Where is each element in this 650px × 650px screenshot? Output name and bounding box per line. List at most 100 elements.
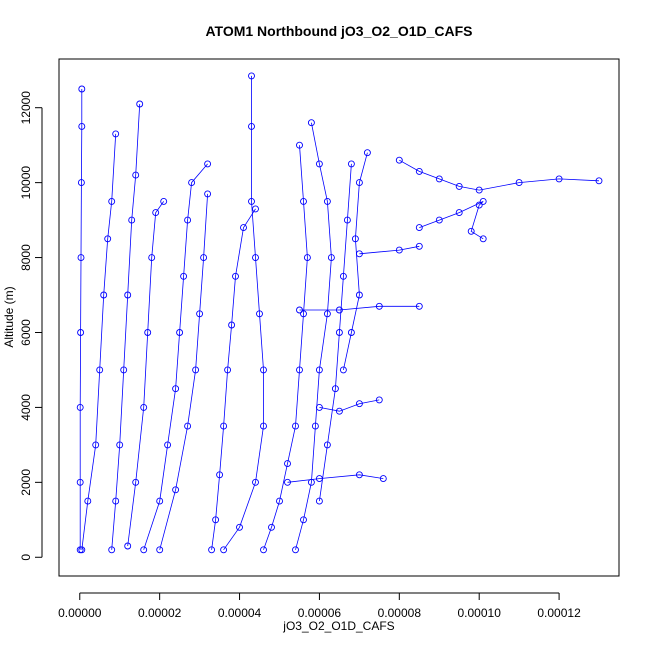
data-point (375, 302, 383, 310)
data-point (375, 396, 383, 404)
data-point (296, 141, 303, 149)
data-point (455, 182, 463, 190)
data-point (307, 119, 315, 127)
data-point (252, 254, 259, 262)
data-point (327, 254, 335, 262)
data-point (112, 497, 120, 505)
data-point (315, 160, 323, 168)
data-point (515, 179, 523, 187)
data-point (204, 190, 212, 198)
data-point (228, 321, 236, 329)
data-point (232, 272, 239, 280)
x-tick-label: 0.00000 (58, 606, 102, 620)
x-axis-label: jO3_O2_O1D_CAFS (282, 619, 394, 633)
data-point (347, 329, 355, 336)
data-series (292, 119, 335, 554)
data-point (475, 201, 483, 209)
series-line (111, 103, 141, 550)
series-line (127, 201, 165, 547)
data-point (184, 216, 192, 224)
data-point (100, 291, 108, 299)
data-point (284, 478, 291, 486)
y-tick-label: 2000 (19, 469, 33, 496)
data-point (296, 366, 303, 374)
data-point (300, 197, 307, 205)
data-point (284, 460, 291, 468)
series-line (399, 159, 600, 191)
x-tick-label: 0.00010 (458, 606, 502, 620)
data-point (335, 329, 343, 336)
data-layer (76, 72, 603, 554)
data-point (276, 497, 283, 505)
data-point (172, 486, 180, 494)
series-line (359, 245, 420, 255)
data-point (296, 306, 303, 314)
data-point (260, 366, 267, 374)
data-point (108, 546, 116, 554)
y-tick-label: 4000 (19, 394, 33, 421)
data-series (220, 72, 267, 554)
data-point (76, 403, 84, 411)
series-line (263, 145, 308, 550)
data-point (120, 366, 128, 374)
data-point (415, 224, 423, 232)
data-point (467, 227, 475, 235)
data-point (355, 250, 363, 258)
data-point (395, 156, 403, 164)
data-point (292, 422, 299, 430)
x-tick-label: 0.00012 (537, 606, 581, 620)
data-point (335, 407, 343, 415)
data-point (323, 310, 331, 318)
data-series (108, 100, 144, 554)
data-point (152, 209, 160, 217)
series-line (143, 163, 208, 550)
data-point (479, 197, 487, 205)
data-point (435, 175, 443, 183)
series-line (159, 193, 208, 550)
data-series (355, 242, 423, 258)
series-line (343, 152, 368, 370)
data-point (595, 177, 603, 185)
data-point (188, 179, 196, 187)
data-point (200, 254, 208, 262)
data-point (108, 197, 116, 205)
data-point (208, 546, 216, 554)
data-point (395, 246, 403, 254)
data-series (260, 141, 311, 554)
data-point (455, 209, 463, 217)
data-point (136, 100, 144, 108)
data-point (415, 302, 423, 310)
data-point (156, 497, 164, 505)
data-series (415, 197, 487, 243)
data-series (296, 302, 423, 314)
y-axis: 0 2000 4000 6000 8000 10000 12000 (19, 91, 43, 561)
data-point (132, 171, 140, 179)
x-tick-label: 0.00006 (298, 606, 342, 620)
data-point (144, 329, 152, 336)
data-point (248, 197, 255, 205)
y-tick-label: 10000 (19, 166, 33, 200)
data-point (220, 546, 228, 554)
data-point (339, 272, 347, 280)
data-point (315, 475, 323, 483)
data-point (196, 310, 204, 318)
series-line (287, 474, 384, 483)
data-point (124, 291, 132, 299)
x-tick-label: 0.00008 (378, 606, 422, 620)
data-series (208, 205, 259, 554)
data-point (116, 441, 124, 449)
data-point (339, 366, 347, 374)
data-point (212, 516, 220, 524)
data-point (78, 122, 86, 130)
data-point (252, 205, 259, 213)
data-point (160, 197, 168, 205)
data-point (92, 441, 100, 449)
data-series (78, 130, 120, 554)
data-point (351, 235, 359, 243)
data-point (236, 523, 243, 531)
data-point (355, 400, 363, 408)
series-line (419, 201, 484, 240)
series-line (319, 399, 380, 412)
data-point (475, 186, 483, 194)
data-series (315, 396, 383, 415)
